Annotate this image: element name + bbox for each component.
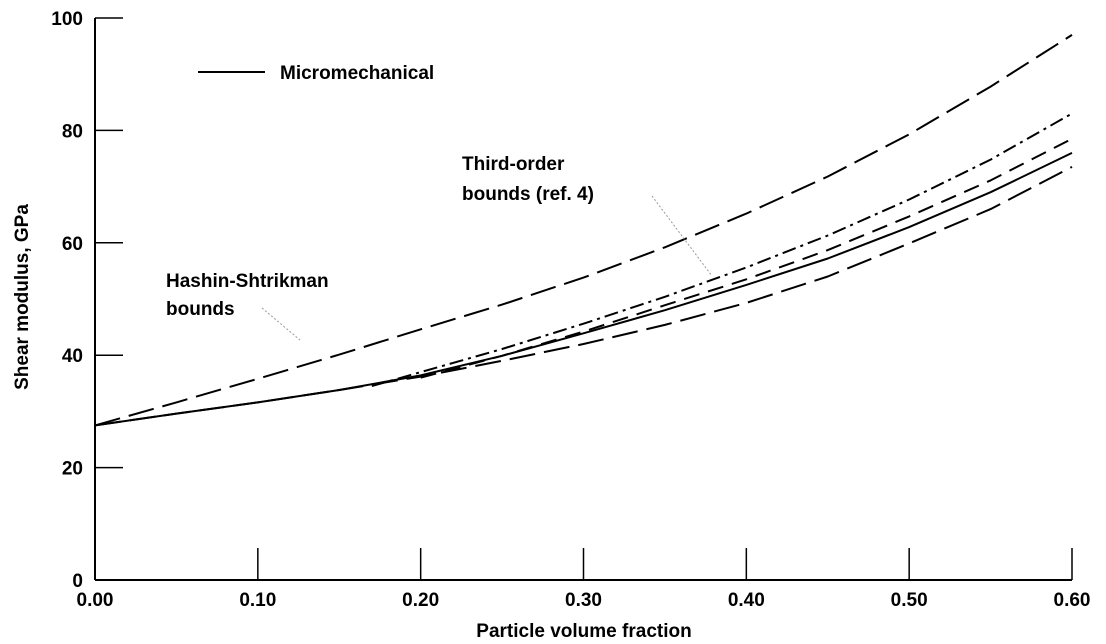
- series-line-long-dash-2: [94, 166, 1073, 427]
- y-tick-label: 40: [62, 346, 83, 367]
- y-axis-title: Shear modulus, GPa: [12, 204, 33, 390]
- x-tick-label: 0.40: [728, 590, 765, 611]
- series-layer: [94, 34, 1073, 427]
- x-tick-label: 0.20: [402, 590, 439, 611]
- annotation-third-line2: bounds (ref. 4): [462, 184, 594, 205]
- annotation-hs-line2: bounds: [166, 299, 235, 320]
- ticks: 0.00 0.10 0.20 0.30 0.40 0.50 0.60 0 20 40 60 80 100: [51, 9, 1090, 611]
- y-tick-label: 0: [72, 571, 83, 592]
- y-tick-label: 60: [62, 234, 83, 255]
- legend: Micromechanical: [198, 63, 434, 84]
- series-line-dash-4: [420, 137, 1073, 379]
- x-tick-label: 0.00: [77, 590, 114, 611]
- x-axis-title: Particle volume fraction: [476, 621, 691, 642]
- y-tick-label: 100: [51, 9, 83, 30]
- series-line-long-dash-1: [94, 34, 1073, 427]
- x-tick-label: 0.50: [891, 590, 928, 611]
- annotation-hs-line1: Hashin-Shtrikman: [166, 271, 329, 292]
- annotation-third-order: Third-order bounds (ref. 4): [462, 154, 713, 277]
- x-tick-label: 0.60: [1054, 590, 1091, 611]
- x-tick-label: 0.30: [565, 590, 602, 611]
- series-line-dash-dot-3: [371, 112, 1073, 388]
- y-tick-label: 80: [62, 121, 83, 142]
- annotation-third-leader: [651, 195, 713, 277]
- x-tick-label: 0.10: [239, 590, 276, 611]
- axes: [94, 18, 1072, 581]
- legend-label-micromechanical: Micromechanical: [280, 63, 434, 84]
- y-tick-label: 20: [62, 459, 83, 480]
- annotation-third-line1: Third-order: [462, 154, 565, 175]
- annotation-hs-leader: [261, 307, 301, 341]
- annotation-hashin-shtrikman: Hashin-Shtrikman bounds: [166, 271, 329, 341]
